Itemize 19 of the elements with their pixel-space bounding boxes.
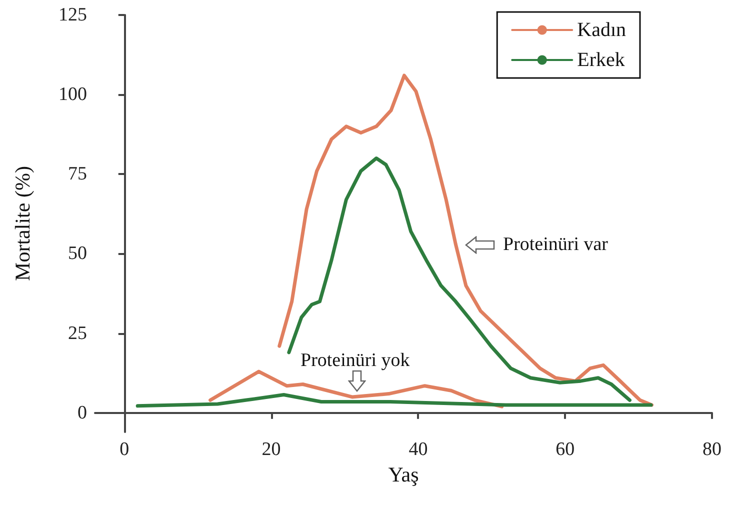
legend-label: Erkek bbox=[577, 49, 625, 71]
y-tick-label: 50 bbox=[68, 243, 87, 264]
x-tick-label: 20 bbox=[262, 439, 281, 460]
y-axis-title: Mortalite (%) bbox=[10, 166, 34, 281]
x-tick-label: 60 bbox=[556, 439, 575, 460]
y-tick-label: 100 bbox=[58, 84, 87, 106]
y-tick-label: 125 bbox=[58, 4, 87, 26]
y-tick-label: 75 bbox=[68, 164, 87, 185]
line-series bbox=[278, 74, 654, 407]
x-tick-label: 80 bbox=[702, 439, 722, 460]
legend-label: Kadın bbox=[577, 19, 626, 41]
x-axis-title: Yaş bbox=[388, 462, 419, 486]
x-tick-label: 0 bbox=[120, 439, 130, 460]
y-tick-label: 25 bbox=[68, 322, 87, 344]
line-series bbox=[208, 370, 504, 408]
x-tick-label: 40 bbox=[408, 439, 428, 460]
annotation: Proteinüri yok bbox=[300, 350, 410, 372]
y-tick-label: 0 bbox=[78, 402, 87, 424]
annotation: Proteinüri var bbox=[503, 234, 608, 256]
